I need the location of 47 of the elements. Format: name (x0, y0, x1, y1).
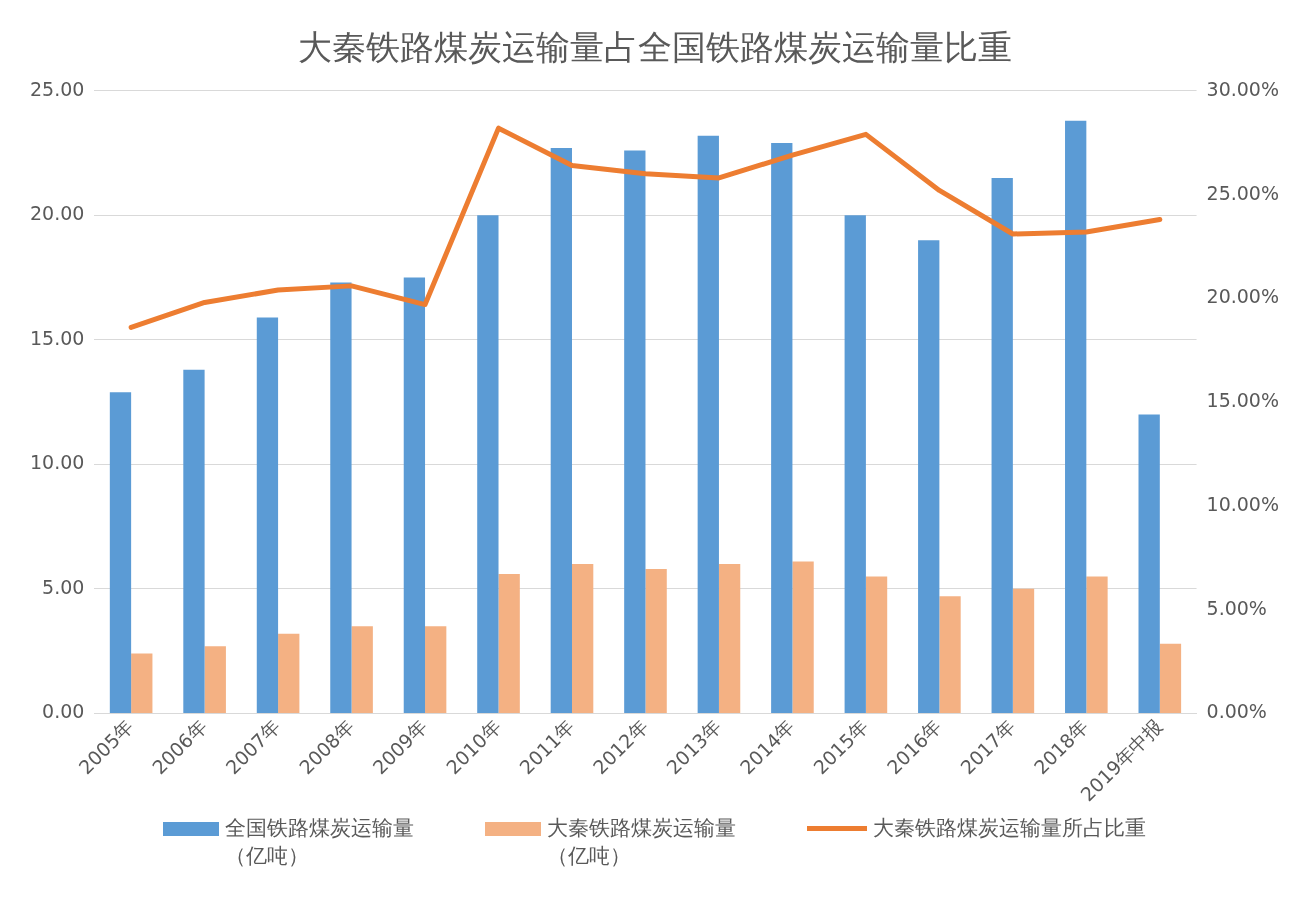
bar (183, 369, 205, 713)
bar (572, 563, 594, 713)
bar (697, 135, 719, 713)
y-tick-label: 5.00 (42, 575, 85, 598)
bar (645, 568, 667, 713)
bar (403, 277, 426, 713)
y2-tick-label: 5.00% (1206, 596, 1267, 619)
legend-label: 全国铁路煤炭运输量（亿吨） (225, 815, 415, 870)
y2-tick-label: 15.00% (1206, 389, 1280, 412)
bar (1086, 576, 1108, 713)
bar (918, 240, 940, 713)
bar (131, 653, 153, 713)
bar (278, 633, 300, 713)
y2-tick-label: 30.00% (1206, 77, 1280, 100)
bar (550, 148, 572, 713)
bar (498, 573, 520, 713)
bar (624, 150, 646, 713)
bar (477, 215, 499, 713)
y-tick-label: 25.00 (29, 77, 85, 100)
bar (771, 143, 793, 713)
bar (425, 626, 447, 713)
legend-label: 大秦铁路煤炭运输量所占比重 (873, 815, 1146, 842)
y-tick-label: 10.00 (29, 451, 85, 474)
y-tick-label: 20.00 (29, 202, 85, 225)
y-tick-label: 0.00 (42, 700, 85, 723)
bar (1065, 120, 1087, 713)
bar (1138, 414, 1160, 713)
y-tick-label: 15.00 (29, 326, 85, 349)
y2-tick-label: 20.00% (1206, 285, 1280, 308)
bar (204, 646, 226, 713)
chart-title: 大秦铁路煤炭运输量占全国铁路煤炭运输量比重 (297, 27, 1012, 68)
bar (351, 626, 373, 713)
bar (109, 392, 132, 713)
bar (991, 177, 1013, 713)
bar (844, 215, 866, 713)
bar (330, 282, 352, 713)
bar (939, 596, 961, 713)
legend-label: 大秦铁路煤炭运输量（亿吨） (547, 815, 737, 870)
y2-tick-label: 0.00% (1206, 700, 1267, 723)
y2-tick-label: 10.00% (1206, 492, 1280, 515)
y2-tick-label: 25.00% (1206, 181, 1280, 204)
bar (865, 576, 888, 713)
bar (1012, 588, 1035, 713)
bar (1159, 643, 1182, 713)
bar (718, 563, 741, 713)
bar (792, 561, 814, 713)
bar (256, 317, 279, 713)
